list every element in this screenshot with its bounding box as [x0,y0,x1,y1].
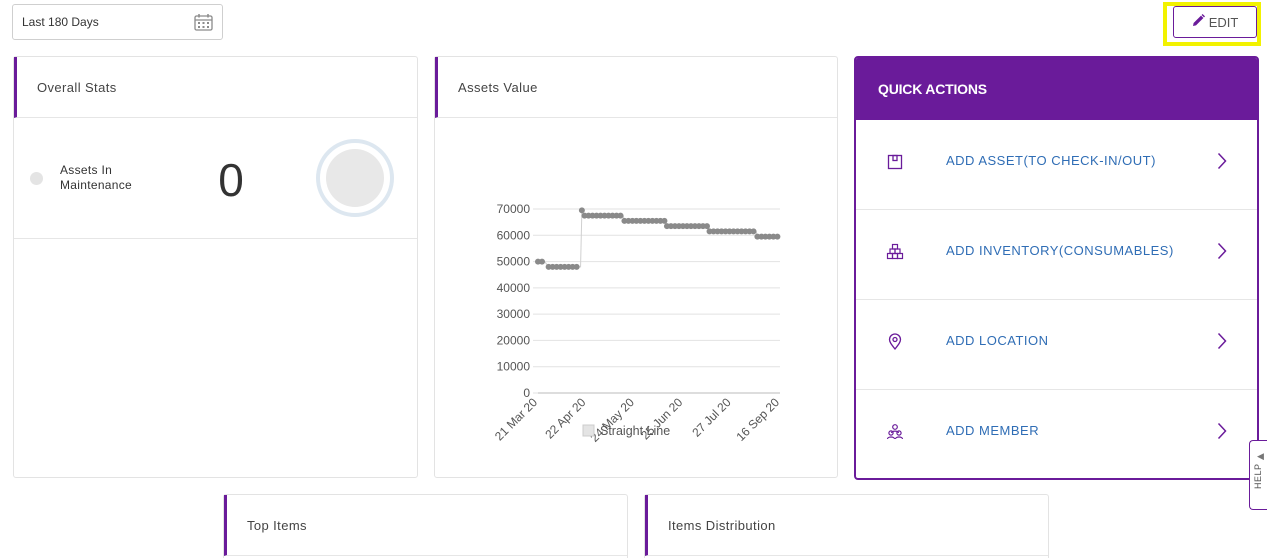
assets-value-chart-svg: 70000 60000 50000 40000 30000 20000 10000 021 M… [492,202,783,445]
inventory-stack-icon [886,243,904,261]
x-tick-label: 22 Apr 20 [542,395,588,441]
quick-action-label: ADD MEMBER [946,423,1040,438]
assets-value-chart: 70000 60000 50000 40000 30000 20000 10000 0 21 M… [435,119,837,477]
quick-action-add-asset[interactable]: ADD ASSET(TO CHECK-IN/OUT) [856,120,1257,210]
assets-in-maintenance-row[interactable]: Assets In Maintenance 0 [14,119,417,239]
data-point [578,207,585,214]
assets-in-maintenance-label: Assets In Maintenance [60,163,133,192]
y-tick-label: 40000 [497,281,531,295]
location-pin-icon [886,333,904,351]
items-distribution-title: Items Distribution [645,495,1048,556]
caret-left-icon: ◀ [1257,451,1264,461]
chevron-right-icon [1217,242,1227,265]
data-point [661,217,668,224]
y-tick-label: 0 [523,386,530,400]
quick-actions-title: QUICK ACTIONS [856,58,1257,120]
data-point [703,223,710,230]
y-tick-label: 20000 [497,333,531,347]
y-tick-label: 60000 [497,228,531,242]
data-point [573,263,580,270]
quick-action-add-member[interactable]: ADD MEMBER [856,390,1257,478]
help-tab[interactable]: ◀ HELP [1249,440,1267,510]
items-distribution-card: Items Distribution [644,494,1049,558]
overall-stats-title: Overall Stats [14,57,417,118]
chevron-right-icon [1217,332,1227,355]
calendar-icon[interactable] [194,13,213,31]
pencil-icon [1192,14,1205,30]
info-icon[interactable] [30,172,43,185]
legend-swatch [582,424,595,437]
overall-stats-card: Overall Stats Assets In Maintenance 0 [13,56,418,478]
help-label: HELP [1253,463,1263,489]
quick-action-add-location[interactable]: ADD LOCATION [856,300,1257,390]
members-icon [886,423,904,441]
x-tick-label: 16 Sep 20 [734,395,783,444]
x-tick-label: 27 Jul 20 [689,395,734,440]
edit-button[interactable]: EDIT [1173,6,1257,38]
assets-value-card: Assets Value 70000 60000 50000 40000 30000 20… [434,56,838,478]
assets-value-title: Assets Value [435,57,837,118]
quick-action-label: ADD INVENTORY(CONSUMABLES) [946,243,1174,258]
date-range-picker[interactable]: Last 180 Days [12,4,223,40]
y-tick-label: 30000 [497,307,531,321]
chevron-right-icon [1217,422,1227,445]
maintenance-donut [316,139,394,217]
top-items-card: Top Items [223,494,628,558]
data-point [774,233,781,240]
edit-label: EDIT [1208,14,1239,30]
x-tick-label: 21 Mar 20 [492,395,540,443]
quick-action-label: ADD ASSET(TO CHECK-IN/OUT) [946,153,1156,168]
data-point [750,228,757,235]
y-tick-label: 70000 [497,202,531,216]
data-point [539,258,545,265]
data-point [617,212,624,219]
quick-action-add-inventory[interactable]: ADD INVENTORY(CONSUMABLES) [856,210,1257,300]
chevron-right-icon [1217,152,1227,175]
quick-actions-card: QUICK ACTIONS ADD ASSET(TO CHECK-IN/OUT)… [854,56,1259,480]
asset-box-icon [886,153,904,171]
y-tick-label: 50000 [497,255,531,269]
legend-label: Straight Line [600,424,670,438]
date-range-value: Last 180 Days [22,15,99,29]
top-items-title: Top Items [224,495,627,556]
y-tick-label: 10000 [497,360,531,374]
quick-action-label: ADD LOCATION [946,333,1049,348]
assets-in-maintenance-value: 0 [218,154,244,206]
